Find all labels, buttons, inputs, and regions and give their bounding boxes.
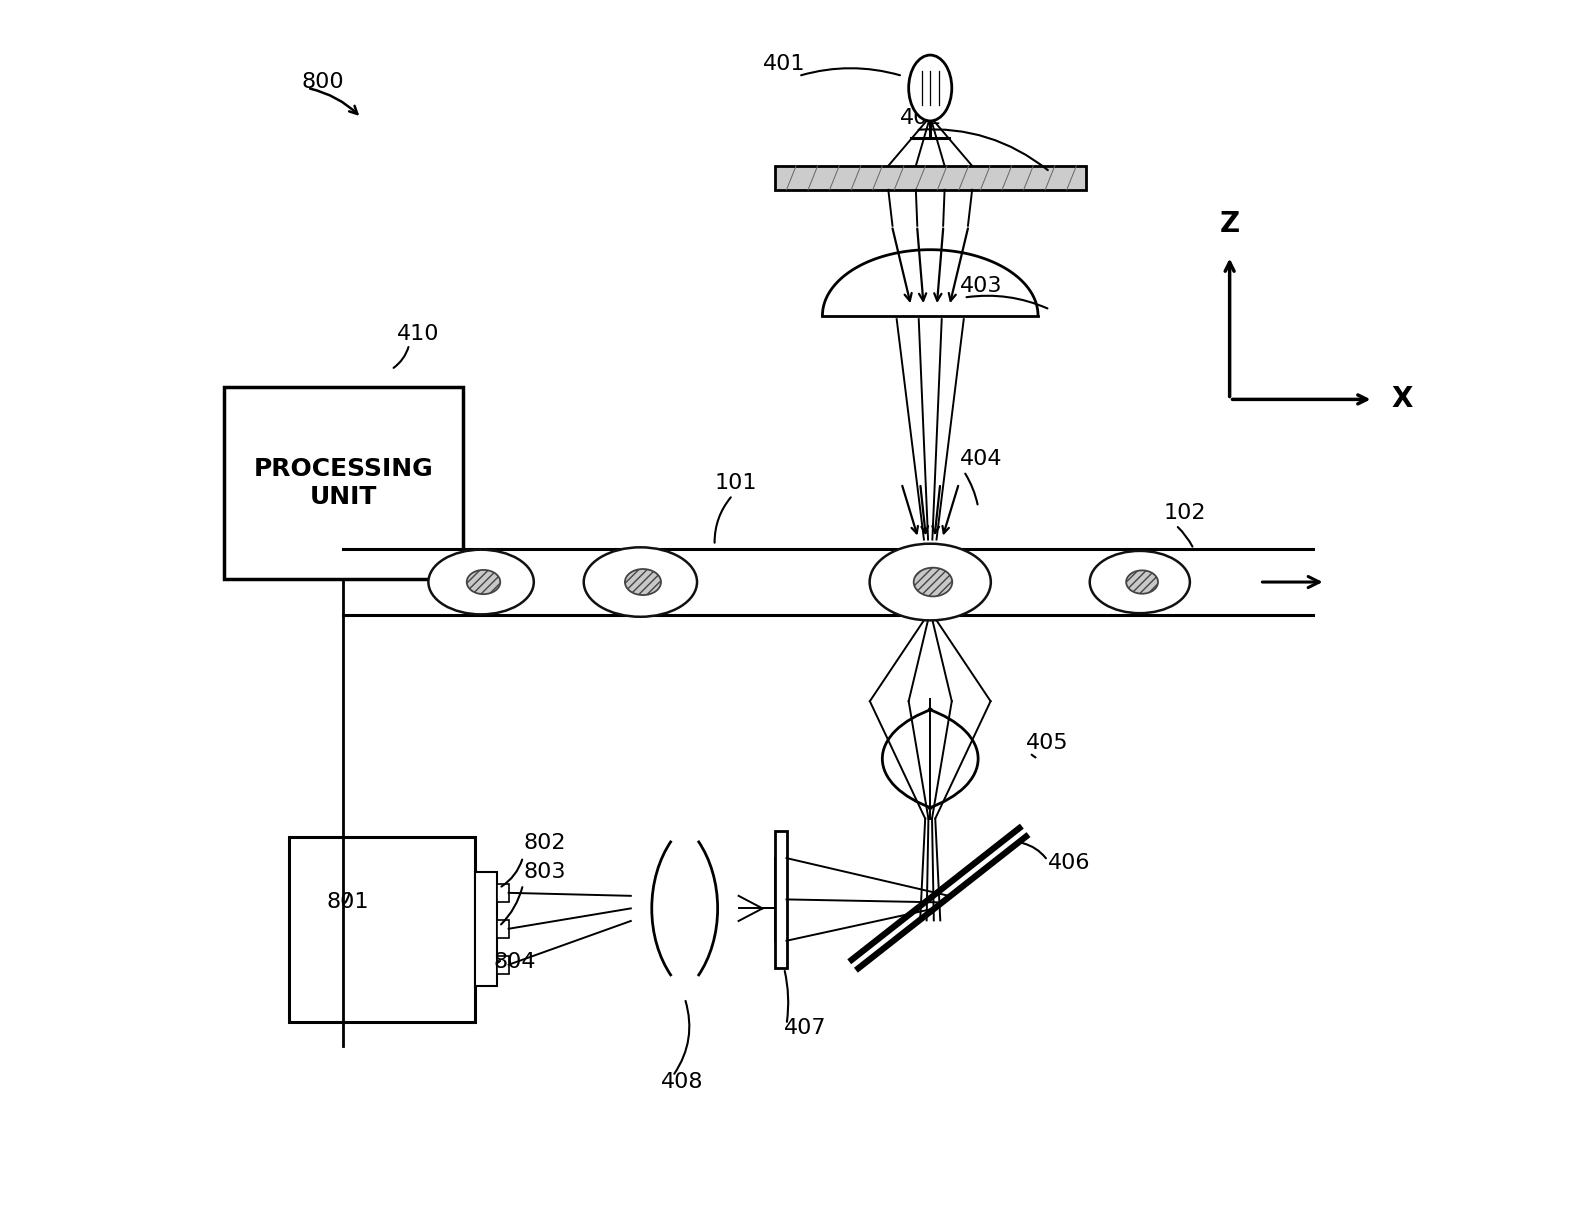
Text: 407: 407 [783, 1018, 826, 1038]
Ellipse shape [1126, 570, 1158, 593]
Text: Z: Z [1219, 210, 1240, 238]
Text: PROCESSING
UNIT: PROCESSING UNIT [253, 457, 433, 509]
Text: 101: 101 [714, 473, 757, 493]
FancyBboxPatch shape [497, 956, 508, 974]
Ellipse shape [584, 548, 697, 616]
FancyBboxPatch shape [475, 872, 497, 987]
Text: 803: 803 [522, 862, 566, 883]
Text: 406: 406 [1048, 853, 1090, 873]
Text: 804: 804 [492, 953, 535, 972]
Ellipse shape [428, 550, 533, 614]
FancyBboxPatch shape [774, 166, 1085, 189]
Ellipse shape [467, 570, 500, 595]
Text: 405: 405 [1026, 733, 1068, 753]
Ellipse shape [914, 568, 952, 597]
Text: X: X [1392, 386, 1413, 414]
FancyBboxPatch shape [223, 387, 462, 579]
Text: 801: 801 [327, 892, 370, 913]
FancyBboxPatch shape [497, 920, 508, 938]
Ellipse shape [909, 55, 952, 121]
Ellipse shape [870, 544, 991, 620]
Text: 802: 802 [522, 832, 566, 853]
Ellipse shape [624, 569, 661, 595]
Text: 800: 800 [302, 72, 344, 92]
Text: 401: 401 [763, 54, 805, 74]
Text: 408: 408 [661, 1072, 703, 1093]
FancyBboxPatch shape [774, 831, 786, 968]
Ellipse shape [1090, 551, 1189, 613]
Text: 410: 410 [398, 323, 440, 344]
FancyBboxPatch shape [289, 837, 475, 1023]
Text: 102: 102 [1164, 503, 1206, 523]
FancyBboxPatch shape [497, 884, 508, 902]
Text: 402: 402 [900, 107, 942, 128]
Text: 403: 403 [960, 276, 1002, 295]
Text: 404: 404 [960, 450, 1002, 469]
